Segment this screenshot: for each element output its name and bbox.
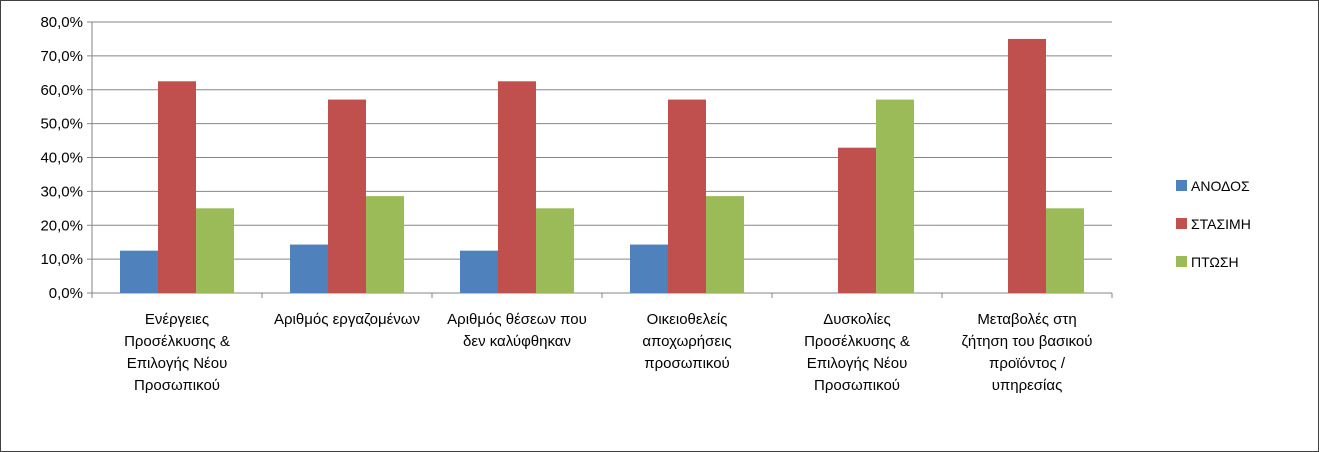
x-tick-label-line: Αριθμός εργαζομένων — [274, 311, 420, 328]
legend-swatch-2 — [1176, 218, 1187, 229]
x-tick-label-line: αποχωρήσεις — [642, 333, 731, 350]
bar-3-2 — [366, 196, 404, 293]
y-tick-label: 10,0% — [40, 251, 83, 268]
x-tick-label-line: Επιλογής Νέου — [807, 355, 908, 372]
x-tick-label: Αριθμός εργαζομένων — [274, 311, 420, 328]
y-tick-label: 20,0% — [40, 217, 83, 234]
bar-2-6 — [1008, 38, 1046, 293]
y-tick-label: 50,0% — [40, 116, 83, 133]
x-tick-label-line: Προσωπικού — [134, 377, 220, 394]
y-tick-label: 30,0% — [40, 183, 83, 200]
bar-1-3 — [460, 250, 498, 293]
bar-3-3 — [536, 208, 574, 293]
x-tick-label-line: Οικειοθελείς — [647, 311, 728, 328]
bar-1-1 — [120, 250, 158, 293]
x-tick-label-line: υπηρεσίας — [992, 377, 1063, 394]
x-tick-label-line: Προσέλκυσης & — [124, 333, 230, 350]
x-tick-label-line: Επιλογής Νέου — [127, 355, 228, 372]
bar-2-3 — [498, 81, 536, 293]
legend-label-1: ΑΝΟΔΟΣ — [1191, 178, 1250, 194]
x-tick-label: Δυσκολίες Προσέλκυσης & Επιλογής Νέου Προσω… — [804, 311, 910, 394]
bar-1-4 — [630, 244, 668, 293]
legend-label-2: ΣΤΑΣΙΜΗ — [1191, 216, 1251, 232]
bar-3-6 — [1046, 208, 1084, 293]
bar-2-1 — [158, 81, 196, 293]
bar-2-5 — [838, 147, 876, 293]
x-tick-label: Ενέργειες Προσέλκυσης & Επιλογής Νέου Προσω… — [124, 311, 230, 394]
legend-swatch-3 — [1176, 256, 1187, 267]
x-tick-label: Οικειοθελείς αποχωρήσεις προσωπικού — [642, 311, 731, 372]
x-tick-label-line: Αριθμός θέσεων που — [447, 311, 587, 328]
bar-2-2 — [328, 99, 366, 293]
y-tick-label: 60,0% — [40, 82, 83, 99]
bar-3-5 — [876, 99, 914, 293]
x-tick-label: Μεταβολές στη ζήτηση του βασικού προϊόντος… — [962, 311, 1093, 394]
x-tick-label-line: προϊόντος / — [989, 355, 1066, 372]
bar-3-4 — [706, 196, 744, 293]
y-tick-label: 70,0% — [40, 48, 83, 65]
bar-3-1 — [196, 208, 234, 293]
x-tick-label-line: προσωπικού — [644, 355, 730, 372]
bar-1-2 — [290, 244, 328, 293]
x-tick-label-line: δεν καλύφθηκαν — [463, 333, 571, 350]
legend-label-3: ΠΤΩΣΗ — [1191, 254, 1239, 270]
y-tick-label: 0,0% — [49, 285, 83, 302]
x-tick-label-line: ζήτηση του βασικού — [962, 333, 1093, 350]
x-tick-label-line: Προσωπικού — [814, 377, 900, 394]
x-tick-label: Αριθμός θέσεων που δεν καλύφθηκαν — [447, 311, 587, 350]
legend-swatch-1 — [1176, 180, 1187, 191]
x-tick-label-line: Δυσκολίες — [823, 311, 891, 328]
x-tick-label-line: Μεταβολές στη — [977, 311, 1076, 328]
bar-2-4 — [668, 99, 706, 293]
y-tick-label: 80,0% — [40, 14, 83, 31]
y-tick-label: 40,0% — [40, 150, 83, 167]
x-tick-label-line: Προσέλκυσης & — [804, 333, 910, 350]
x-tick-label-line: Ενέργειες — [145, 311, 209, 328]
